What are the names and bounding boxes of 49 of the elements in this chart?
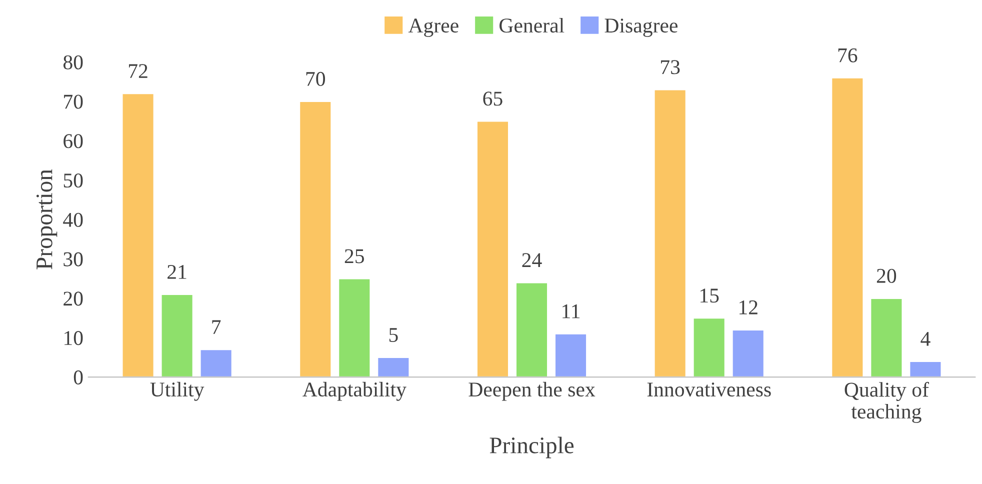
legend-label: Agree [408,18,458,37]
bar [298,100,332,378]
y-tick-label: 70 [64,94,83,109]
data-label: 70 [306,72,326,86]
data-label: 73 [661,60,680,74]
y-tick-label: 40 [63,212,83,227]
y-tick-label: 60 [64,134,83,148]
x-axis-title: Principle [490,436,574,458]
y-tick-label: 30 [64,252,83,266]
data-label: 65 [483,92,502,106]
bar [731,329,765,378]
data-label: 21 [168,264,186,279]
data-label: 5 [389,328,398,342]
data-label: 4 [920,332,930,346]
bar [554,333,588,378]
y-tick-label: 0 [74,370,83,384]
bar [160,294,194,378]
y-axis-title: Proportion [36,169,58,270]
data-label: 24 [522,253,542,267]
x-tick-label: Deepen the sex [468,382,596,401]
x-tick-label: Quality of teaching [844,382,929,423]
bar [121,92,155,378]
data-label: 11 [562,304,580,318]
y-tick-label: 20 [64,292,83,306]
bar [376,356,410,378]
bar [476,120,510,378]
x-tick-label: Innovativeness [647,382,771,397]
data-label: 12 [740,300,758,314]
bar [338,278,372,378]
bar [653,88,687,378]
x-tick-label: Adaptability [302,382,406,401]
y-tick-label: 50 [64,173,83,188]
bar [515,282,548,378]
data-label: 25 [344,249,364,264]
x-tick-label: Utility [150,382,204,401]
y-tick-label: 80 [63,55,83,70]
legend-label: General [500,18,564,33]
bar [870,298,904,378]
bar [908,360,942,378]
bar [830,77,864,378]
legend-label: Disagree [604,18,678,37]
data-label: 76 [838,48,858,62]
bar [199,348,233,378]
data-label: 72 [128,64,148,78]
data-label: 15 [700,288,719,303]
y-tick-label: 10 [64,331,83,346]
data-label: 7 [212,320,221,334]
bar [692,317,726,378]
data-label: 20 [876,268,896,283]
